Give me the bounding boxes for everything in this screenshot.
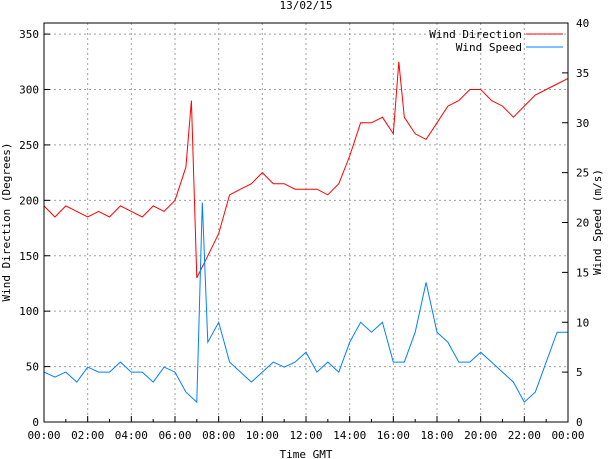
- series-line-wind-direction: [43, 61, 569, 279]
- y-tick-label: 50: [26, 361, 39, 374]
- y-tick-label: 250: [19, 139, 39, 152]
- x-tick-label: 12:00: [289, 429, 322, 442]
- x-tick-label: 00:00: [27, 429, 60, 442]
- y2-tick-label: 15: [576, 266, 589, 279]
- x-tick-label: 18:00: [420, 429, 453, 442]
- legend-label-speed: Wind Speed: [456, 41, 522, 54]
- y2-axis-label: Wind Speed (m/s): [591, 169, 604, 275]
- x-tick-label: 16:00: [377, 429, 410, 442]
- y-tick-label: 150: [19, 250, 39, 263]
- y2-tick-label: 5: [576, 366, 583, 379]
- x-tick-label: 08:00: [202, 429, 235, 442]
- x-tick-label: 04:00: [115, 429, 148, 442]
- y-tick-label: 0: [32, 416, 39, 429]
- y2-tick-label: 25: [576, 167, 589, 180]
- x-tick-label: 14:00: [333, 429, 366, 442]
- plot-frame: [43, 22, 569, 423]
- y2-tick-label: 10: [576, 316, 589, 329]
- y2-tick-label: 30: [576, 117, 589, 130]
- y-tick-label: 300: [19, 84, 39, 97]
- x-axis-label: Time GMT: [280, 448, 333, 459]
- x-tick-label: 22:00: [508, 429, 541, 442]
- x-tick-label: 20:00: [464, 429, 497, 442]
- y-axis-label: Wind Direction (Degrees): [0, 143, 13, 302]
- axis-ticks: 00:00 02:00 04:00 06:00 08:00 10:00 12:00 14:00…: [19, 17, 589, 442]
- x-tick-label: 02:00: [71, 429, 104, 442]
- legend-label-direction: Wind Direction: [429, 28, 522, 41]
- y2-tick-label: 0: [576, 416, 583, 429]
- x-tick-label: 06:00: [158, 429, 191, 442]
- y-tick-label: 200: [19, 194, 39, 207]
- chart-title: 13/02/15: [280, 0, 333, 12]
- series-lines: [43, 61, 569, 404]
- y2-tick-label: 35: [576, 67, 589, 80]
- x-tick-label: 00:00: [551, 429, 584, 442]
- x-tick-label: 10:00: [246, 429, 279, 442]
- y2-tick-label: 20: [576, 217, 589, 230]
- grid: [44, 23, 568, 422]
- series-line-wind-speed: [43, 202, 568, 404]
- y2-tick-label: 40: [576, 17, 589, 30]
- y-tick-label: 350: [19, 28, 39, 41]
- y-tick-label: 100: [19, 305, 39, 318]
